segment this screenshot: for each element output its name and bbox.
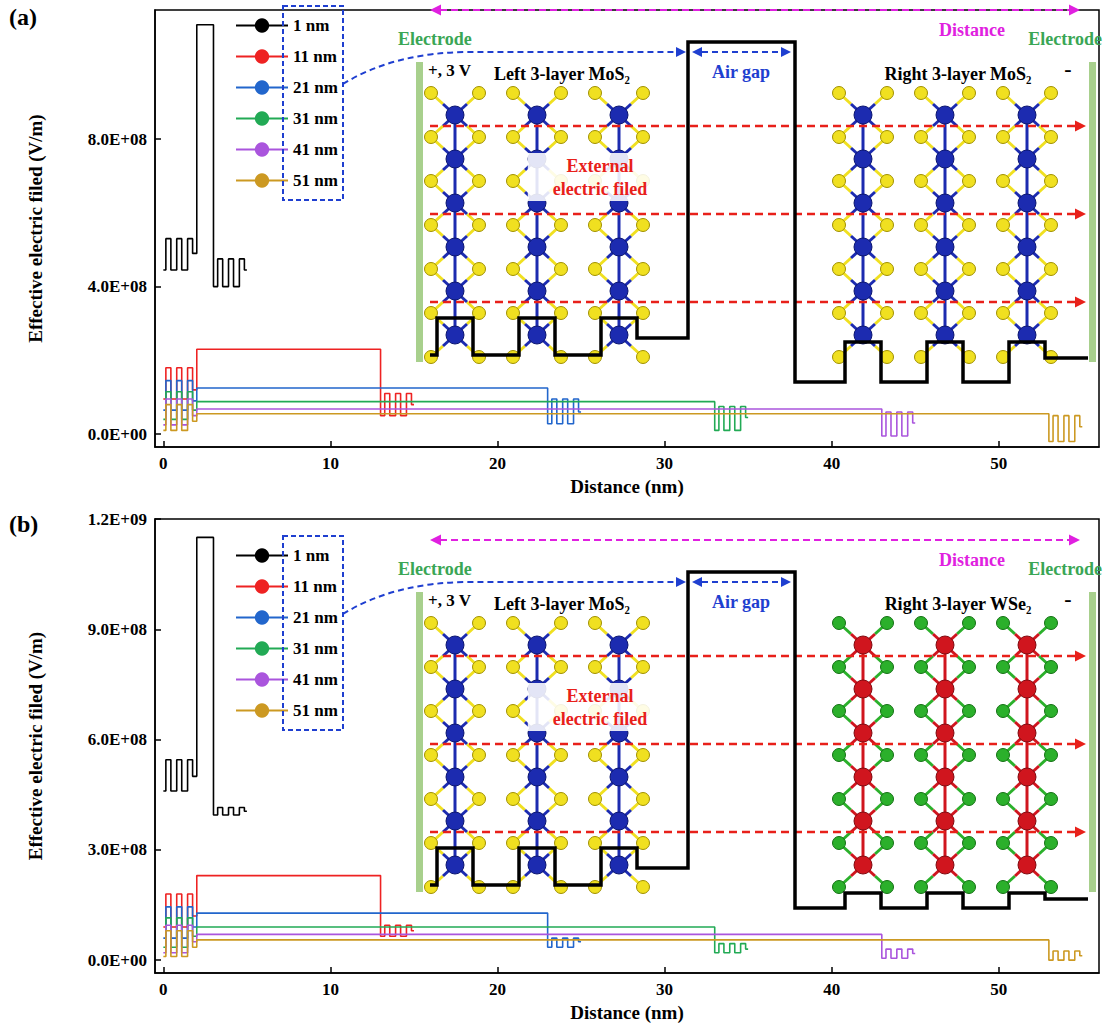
svg-text:41 nm: 41 nm	[293, 670, 338, 689]
svg-text:External: External	[567, 156, 634, 176]
svg-text:31 nm: 31 nm	[293, 109, 338, 128]
svg-text:21 nm: 21 nm	[293, 608, 338, 627]
svg-text:Distance (nm): Distance (nm)	[570, 476, 683, 498]
svg-text:10: 10	[322, 980, 339, 999]
svg-text:0.0E+00: 0.0E+00	[88, 425, 147, 444]
svg-text:Right 3-layer WSe₂: Right 3-layer WSe₂	[885, 594, 1032, 614]
svg-text:8.0E+08: 8.0E+08	[88, 130, 147, 149]
svg-text:Distance: Distance	[939, 550, 1005, 570]
svg-text:(a): (a)	[9, 4, 37, 30]
svg-text:Electrode: Electrode	[398, 559, 472, 579]
svg-text:+, 3 V: +, 3 V	[428, 591, 472, 610]
svg-text:1 nm: 1 nm	[293, 546, 329, 565]
svg-text:21 nm: 21 nm	[293, 78, 338, 97]
svg-text:1.2E+09: 1.2E+09	[88, 510, 147, 529]
svg-text:40: 40	[823, 980, 840, 999]
svg-text:Air gap: Air gap	[712, 62, 770, 82]
svg-text:40: 40	[823, 454, 840, 473]
svg-text:Left 3-layer MoS₂: Left 3-layer MoS₂	[494, 594, 630, 614]
svg-text:30: 30	[656, 454, 673, 473]
svg-text:20: 20	[489, 454, 506, 473]
svg-text:-: -	[1064, 56, 1071, 81]
svg-text:Electrode: Electrode	[1028, 29, 1102, 49]
svg-text:electric filed: electric filed	[553, 709, 647, 729]
svg-text:Electrode: Electrode	[1028, 559, 1102, 579]
svg-text:31 nm: 31 nm	[293, 639, 338, 658]
svg-text:Left 3-layer MoS₂: Left 3-layer MoS₂	[494, 64, 630, 84]
svg-text:0: 0	[159, 980, 168, 999]
svg-text:10: 10	[322, 454, 339, 473]
svg-text:Right 3-layer MoS₂: Right 3-layer MoS₂	[884, 64, 1031, 84]
svg-text:51 nm: 51 nm	[293, 171, 338, 190]
svg-text:50: 50	[990, 980, 1007, 999]
svg-text:41 nm: 41 nm	[293, 140, 338, 159]
svg-text:(b): (b)	[9, 511, 38, 537]
svg-text:+, 3 V: +, 3 V	[428, 61, 472, 80]
svg-text:50: 50	[990, 454, 1007, 473]
svg-text:20: 20	[489, 980, 506, 999]
svg-text:-: -	[1064, 586, 1071, 611]
svg-text:3.0E+08: 3.0E+08	[88, 840, 147, 859]
svg-text:4.0E+08: 4.0E+08	[88, 277, 147, 296]
svg-text:Distance: Distance	[939, 20, 1005, 40]
svg-text:6.0E+08: 6.0E+08	[88, 730, 147, 749]
svg-text:1 nm: 1 nm	[293, 16, 329, 35]
svg-text:9.0E+08: 9.0E+08	[88, 620, 147, 639]
svg-text:0.0E+00: 0.0E+00	[88, 951, 147, 970]
svg-text:30: 30	[656, 980, 673, 999]
svg-text:0: 0	[159, 454, 168, 473]
svg-text:Electrode: Electrode	[398, 29, 472, 49]
svg-text:Air gap: Air gap	[712, 592, 770, 612]
svg-text:Distance (nm): Distance (nm)	[570, 1002, 683, 1024]
svg-text:External: External	[567, 686, 634, 706]
svg-text:51 nm: 51 nm	[293, 701, 338, 720]
svg-text:11 nm: 11 nm	[293, 47, 337, 66]
svg-text:electric filed: electric filed	[553, 179, 647, 199]
svg-text:Effective electric filed (V/m): Effective electric filed (V/m)	[25, 114, 47, 342]
svg-text:11 nm: 11 nm	[293, 577, 337, 596]
svg-text:Effective electric filed (V/m): Effective electric filed (V/m)	[25, 632, 47, 860]
